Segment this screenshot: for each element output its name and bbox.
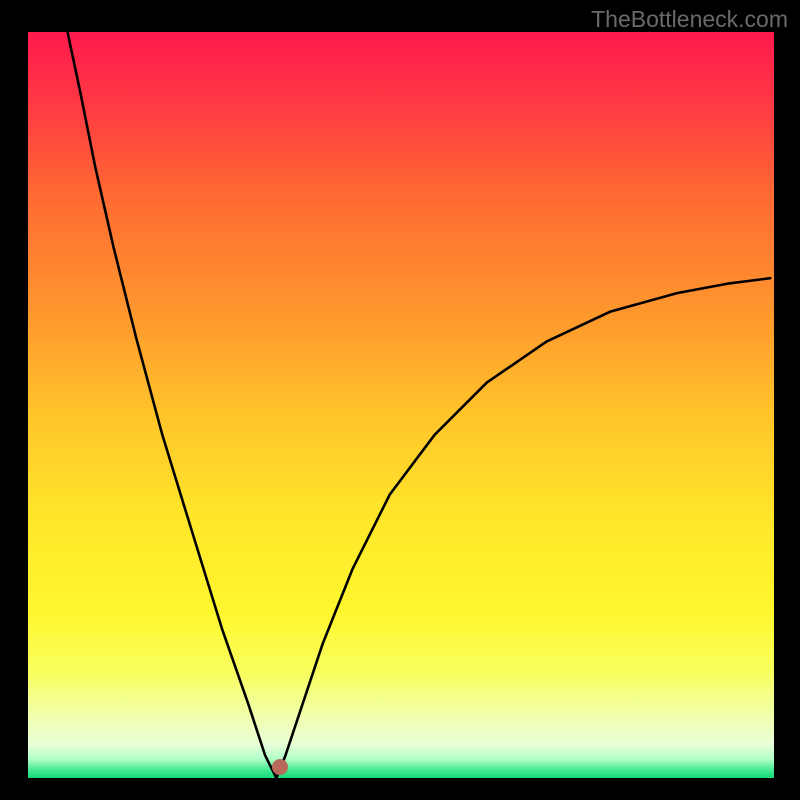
gradient-background [28,32,774,778]
gradient-rect [28,32,774,778]
watermark-text: TheBottleneck.com [591,6,788,33]
plot-area [28,32,774,778]
optimal-point-marker [272,759,288,775]
